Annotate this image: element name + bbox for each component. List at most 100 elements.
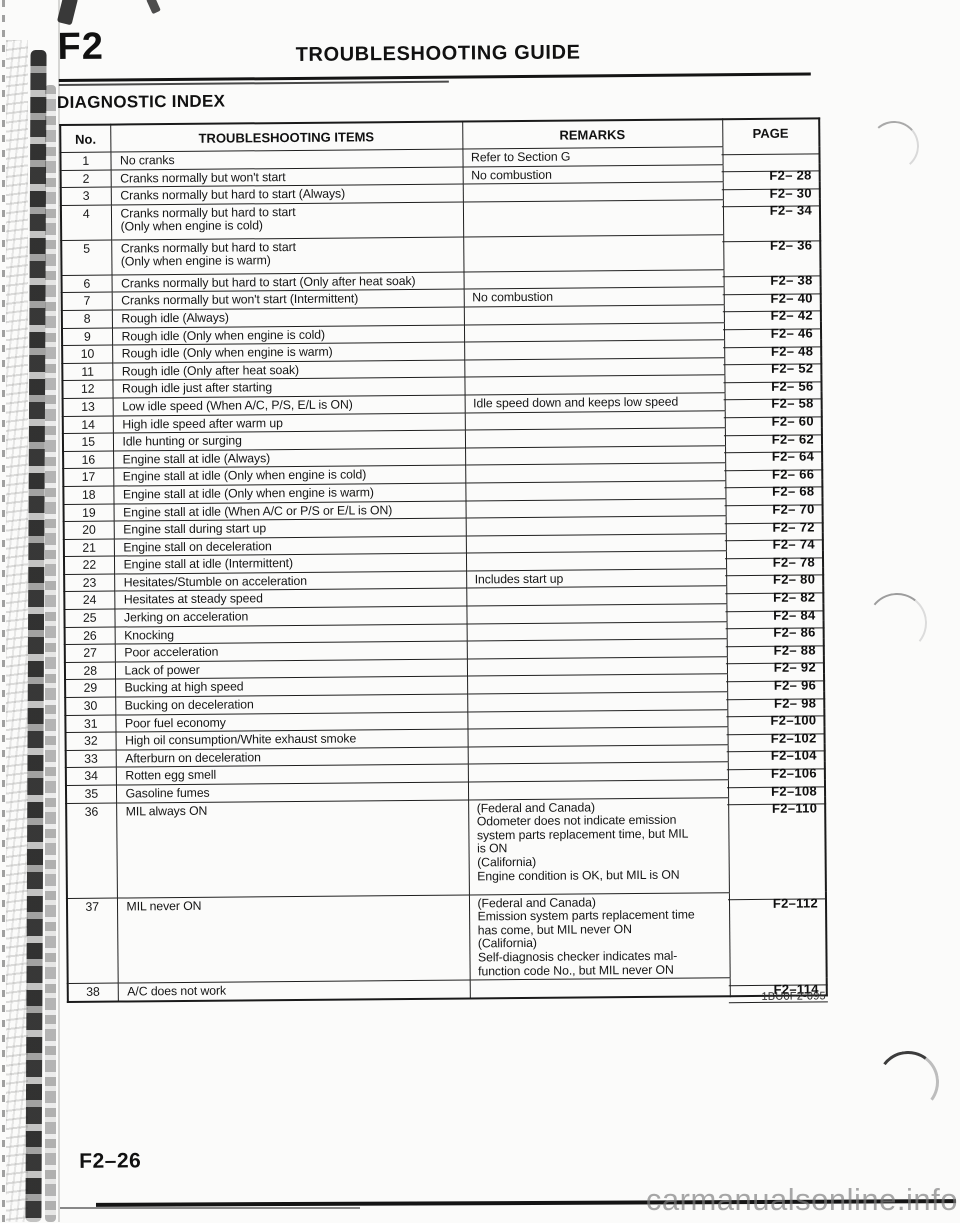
cell-remarks bbox=[465, 533, 726, 554]
cell-remarks: Includes start up bbox=[466, 568, 727, 589]
col-header-no: No. bbox=[60, 124, 111, 153]
cell-remarks bbox=[465, 550, 727, 571]
cell-remarks bbox=[463, 304, 724, 325]
cell-page: F2– 74 bbox=[725, 532, 823, 552]
cell-item: MIL never ON bbox=[116, 894, 470, 984]
cell-remarks bbox=[466, 586, 727, 607]
cell-page: F2–106 bbox=[727, 761, 825, 781]
cell-no: 37 bbox=[66, 897, 118, 984]
diagnostic-table-body: 1 No cranks Refer to Section G 2 Cranks norm… bbox=[60, 145, 827, 1003]
col-header-items: TROUBLESHOOTING ITEMS bbox=[110, 121, 463, 153]
cell-item: Cranks normally but hard to start (Only … bbox=[110, 201, 464, 240]
cell-no: 12 bbox=[62, 380, 113, 399]
binding-edge-dots bbox=[2, 0, 5, 1222]
page-title: TROUBLESHOOTING GUIDE bbox=[295, 41, 581, 66]
cell-no: 32 bbox=[65, 732, 116, 751]
cell-no: 17 bbox=[63, 468, 114, 487]
bottom-rule-thin bbox=[60, 1207, 360, 1209]
cell-page: F2–104 bbox=[727, 743, 825, 763]
cell-remarks bbox=[467, 709, 728, 730]
cell-no: 28 bbox=[64, 661, 116, 680]
cell-no: 36 bbox=[66, 802, 117, 899]
cell-page: F2– 30 bbox=[722, 181, 820, 201]
cell-page: F2– 88 bbox=[726, 638, 824, 658]
cell-no: 29 bbox=[65, 679, 116, 698]
cell-no: 25 bbox=[64, 609, 115, 628]
cell-no: 8 bbox=[61, 310, 112, 329]
page-reference: F2– 34 bbox=[769, 202, 813, 219]
cell-page: F2– 80 bbox=[726, 567, 824, 587]
cell-remarks bbox=[465, 498, 726, 519]
cell-remarks: Idle speed down and keeps low speed bbox=[464, 392, 725, 413]
page-reference: F2–112 bbox=[772, 895, 819, 911]
diagnostic-index-heading: DIAGNOSTIC INDEX bbox=[56, 91, 226, 113]
cell-no: 5 bbox=[61, 239, 112, 276]
cell-page: F2– 82 bbox=[726, 585, 824, 605]
cell-no: 16 bbox=[63, 450, 114, 469]
cell-remarks bbox=[467, 691, 728, 712]
cell-item: Cranks normally but hard to start (Only … bbox=[111, 236, 464, 275]
cell-remarks bbox=[467, 726, 728, 747]
cell-page: F2– 60 bbox=[724, 409, 822, 429]
cell-remarks bbox=[467, 762, 728, 782]
cell-item: MIL always ON bbox=[116, 799, 469, 898]
cell-no: 21 bbox=[63, 538, 114, 557]
cell-remarks bbox=[462, 181, 723, 202]
cell-no: 26 bbox=[64, 626, 115, 645]
cell-page: F2–110 bbox=[728, 796, 826, 893]
diagnostic-index-table: No. TROUBLESHOOTING ITEMS REMARKS PAGE 1… bbox=[59, 117, 828, 1004]
cell-remarks: No combustion bbox=[462, 164, 723, 185]
cell-no: 4 bbox=[60, 204, 112, 241]
cell-page: F2–102 bbox=[727, 726, 825, 746]
cell-remarks bbox=[466, 656, 728, 677]
cell-no: 31 bbox=[65, 714, 116, 733]
cell-remarks bbox=[466, 621, 727, 642]
cell-page: F2– 70 bbox=[725, 497, 823, 517]
cell-page: F2– 92 bbox=[726, 655, 825, 675]
cell-remarks bbox=[467, 744, 728, 765]
cell-no: 30 bbox=[65, 697, 116, 716]
scan-noise-band bbox=[6, 40, 28, 1222]
cell-remarks bbox=[466, 603, 727, 624]
page-header: F2 TROUBLESHOOTING GUIDE bbox=[57, 17, 817, 80]
cell-page: F2– 84 bbox=[726, 602, 824, 622]
cell-page: F2– 96 bbox=[727, 673, 825, 693]
cell-no: 34 bbox=[65, 767, 116, 786]
cell-page: F2– 62 bbox=[724, 426, 823, 446]
cell-page: F2– 98 bbox=[727, 690, 825, 710]
page-edge-line bbox=[58, 0, 60, 1222]
cell-remarks bbox=[465, 463, 726, 483]
cell-remarks bbox=[465, 515, 726, 536]
cell-page bbox=[722, 145, 820, 165]
cell-page: F2– 66 bbox=[725, 462, 823, 482]
page-reference: F2–110 bbox=[771, 800, 818, 816]
cell-remarks: (Federal and Canada) Odometer does not i… bbox=[468, 797, 729, 895]
cell-no: 11 bbox=[62, 362, 113, 381]
cell-no: 6 bbox=[61, 274, 112, 293]
cell-no: 15 bbox=[62, 433, 114, 452]
cell-no: 10 bbox=[62, 345, 113, 364]
cell-page: F2–108 bbox=[727, 778, 826, 798]
cell-page: F2– 38 bbox=[723, 268, 821, 288]
cell-remarks bbox=[462, 199, 724, 237]
diagnostic-index-table-wrap: No. TROUBLESHOOTING ITEMS REMARKS PAGE 1… bbox=[59, 117, 828, 1004]
cell-remarks: Refer to Section G bbox=[462, 146, 723, 167]
cell-remarks bbox=[467, 674, 728, 695]
cell-no: 3 bbox=[60, 187, 111, 206]
cell-remarks bbox=[464, 357, 725, 378]
cell-page: F2– 28 bbox=[722, 163, 820, 183]
cell-no: 7 bbox=[61, 292, 112, 311]
table-row: 37 MIL never ON (Federal and Canada) Emiss… bbox=[66, 891, 827, 984]
cell-page: F2– 72 bbox=[725, 514, 823, 534]
cell-page: F2–112 bbox=[728, 891, 827, 978]
cell-remarks bbox=[465, 445, 726, 466]
cell-remarks bbox=[464, 339, 725, 360]
cell-page: F2– 42 bbox=[723, 303, 821, 323]
cell-page: F2– 46 bbox=[723, 321, 822, 341]
cell-page: F2– 78 bbox=[725, 550, 824, 570]
col-header-page: PAGE bbox=[722, 118, 820, 147]
cell-no: 24 bbox=[64, 591, 115, 610]
cell-page: F2– 64 bbox=[725, 444, 823, 464]
cell-remarks: No combustion bbox=[463, 287, 724, 307]
